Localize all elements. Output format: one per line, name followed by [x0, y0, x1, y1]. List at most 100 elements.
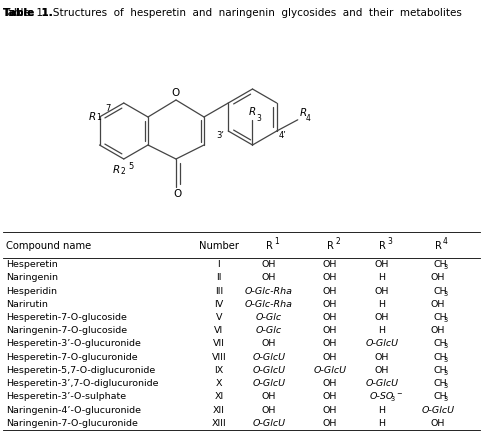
Text: OH: OH [375, 313, 389, 322]
Text: Table  1.  Structures  of  hesperetin  and  naringenin  glycosides  and  their  : Table 1. Structures of hesperetin and na… [3, 8, 462, 18]
Text: 3’: 3’ [216, 130, 224, 139]
Text: 3: 3 [444, 317, 448, 323]
Text: 3: 3 [444, 291, 448, 297]
Text: 7: 7 [105, 104, 111, 113]
Text: OH: OH [431, 300, 445, 309]
Text: O: O [172, 88, 180, 98]
Text: O-GlcU: O-GlcU [366, 379, 398, 388]
Text: 2: 2 [335, 237, 340, 246]
Text: OH: OH [323, 392, 337, 401]
Text: R: R [327, 241, 333, 251]
Text: 1: 1 [97, 113, 101, 122]
Text: OH: OH [323, 273, 337, 282]
Text: XII: XII [213, 406, 225, 415]
Text: OH: OH [323, 353, 337, 362]
Text: O-GlcU: O-GlcU [253, 353, 285, 362]
Text: R: R [300, 108, 307, 118]
Text: OH: OH [375, 366, 389, 375]
Text: OH: OH [262, 406, 276, 415]
Text: VI: VI [214, 326, 224, 335]
Text: 1: 1 [274, 237, 279, 246]
Text: CH: CH [434, 313, 448, 322]
Text: Compound name: Compound name [6, 241, 91, 251]
Text: OH: OH [323, 339, 337, 349]
Text: I: I [218, 260, 220, 269]
Text: OH: OH [323, 260, 337, 269]
Text: Naringenin-4’-O-glucuronide: Naringenin-4’-O-glucuronide [6, 406, 141, 415]
Text: OH: OH [323, 406, 337, 415]
Text: Number: Number [199, 241, 239, 251]
Text: 3: 3 [444, 264, 448, 270]
Text: O-Glc: O-Glc [256, 313, 282, 322]
Text: Hesperetin-3’-O-sulphate: Hesperetin-3’-O-sulphate [6, 392, 126, 401]
Text: 3: 3 [444, 383, 448, 389]
Text: V: V [216, 313, 222, 322]
Text: IX: IX [214, 366, 224, 375]
Text: H: H [379, 273, 385, 282]
Text: OH: OH [323, 326, 337, 335]
Text: OH: OH [375, 353, 389, 362]
Text: 3: 3 [256, 114, 261, 123]
Text: H: H [379, 300, 385, 309]
Text: Hesperidin: Hesperidin [6, 287, 57, 296]
Text: XI: XI [214, 392, 224, 401]
Text: OH: OH [323, 313, 337, 322]
Text: Table  1.: Table 1. [3, 8, 53, 18]
Text: Hesperetin: Hesperetin [6, 260, 58, 269]
Text: 4: 4 [306, 114, 311, 123]
Text: X: X [216, 379, 222, 388]
Text: Naringenin: Naringenin [6, 273, 58, 282]
Text: CH: CH [434, 287, 448, 296]
Text: 3: 3 [444, 357, 448, 363]
Text: O-GlcU: O-GlcU [253, 419, 285, 428]
Text: OH: OH [431, 419, 445, 428]
Text: CH: CH [434, 366, 448, 375]
Text: 5: 5 [129, 162, 134, 171]
Text: H: H [379, 406, 385, 415]
Text: O-GlcU: O-GlcU [366, 339, 398, 349]
Text: O-Glc-Rha: O-Glc-Rha [245, 300, 293, 309]
Text: VII: VII [213, 339, 225, 349]
Text: Hesperetin-3’,7-O-diglucuronide: Hesperetin-3’,7-O-diglucuronide [6, 379, 158, 388]
Text: CH: CH [434, 260, 448, 269]
Text: 3: 3 [387, 237, 392, 246]
Text: OH: OH [262, 392, 276, 401]
Text: 3: 3 [391, 397, 395, 402]
Text: R: R [379, 241, 385, 251]
Text: VIII: VIII [212, 353, 227, 362]
Text: OH: OH [431, 326, 445, 335]
Text: OH: OH [323, 379, 337, 388]
Text: Naringenin-7-O-glucoside: Naringenin-7-O-glucoside [6, 326, 127, 335]
Text: R: R [249, 107, 256, 117]
Text: Naringenin-7-O-glucuronide: Naringenin-7-O-glucuronide [6, 419, 138, 428]
Text: OH: OH [262, 339, 276, 349]
Text: III: III [215, 287, 223, 296]
Text: O-GlcU: O-GlcU [313, 366, 347, 375]
Text: CH: CH [434, 339, 448, 349]
Text: 2: 2 [121, 167, 126, 176]
Text: 3: 3 [444, 370, 448, 376]
Text: 3: 3 [444, 343, 448, 349]
Text: Narirutin: Narirutin [6, 300, 48, 309]
Text: 3: 3 [444, 397, 448, 402]
Text: Hesperetin-7-O-glucuronide: Hesperetin-7-O-glucuronide [6, 353, 138, 362]
Text: Table  1.: Table 1. [3, 8, 53, 18]
Text: OH: OH [375, 260, 389, 269]
Text: Hesperetin-5,7-O-diglucuronide: Hesperetin-5,7-O-diglucuronide [6, 366, 155, 375]
Text: CH: CH [434, 379, 448, 388]
Text: OH: OH [431, 273, 445, 282]
Text: R: R [435, 241, 441, 251]
Text: CH: CH [434, 353, 448, 362]
Text: O-Glc-Rha: O-Glc-Rha [245, 287, 293, 296]
Text: −: − [396, 391, 401, 397]
Text: Hesperetin-3’-O-glucuronide: Hesperetin-3’-O-glucuronide [6, 339, 141, 349]
Text: O: O [174, 189, 182, 199]
Text: O-SO: O-SO [370, 392, 395, 401]
Text: O-Glc: O-Glc [256, 326, 282, 335]
Text: OH: OH [323, 300, 337, 309]
Text: IV: IV [214, 300, 224, 309]
Text: 4’: 4’ [279, 130, 286, 139]
Text: OH: OH [323, 419, 337, 428]
Text: R: R [113, 165, 120, 175]
Text: CH: CH [434, 392, 448, 401]
